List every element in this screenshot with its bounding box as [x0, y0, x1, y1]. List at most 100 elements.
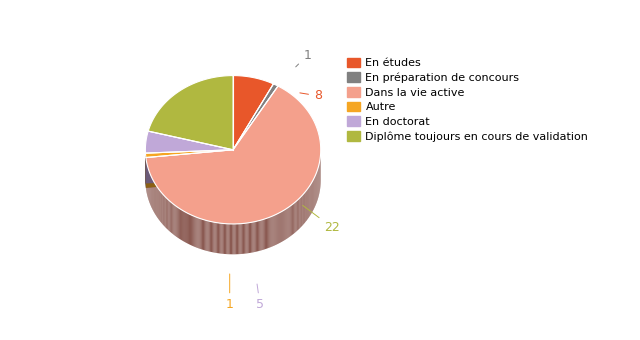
Polygon shape	[226, 224, 227, 254]
Text: 68: 68	[152, 125, 171, 150]
Polygon shape	[173, 204, 175, 235]
Polygon shape	[301, 196, 302, 227]
Polygon shape	[305, 191, 306, 222]
Polygon shape	[193, 216, 194, 246]
Polygon shape	[188, 214, 189, 244]
Polygon shape	[258, 221, 259, 251]
Polygon shape	[184, 211, 185, 242]
Polygon shape	[259, 220, 260, 251]
Polygon shape	[304, 192, 305, 224]
Polygon shape	[180, 209, 181, 240]
Polygon shape	[267, 218, 268, 249]
Polygon shape	[201, 219, 202, 250]
Polygon shape	[187, 213, 188, 244]
Polygon shape	[192, 215, 193, 246]
Polygon shape	[244, 223, 245, 254]
Polygon shape	[162, 193, 163, 224]
Polygon shape	[183, 211, 184, 241]
Polygon shape	[283, 210, 284, 241]
Polygon shape	[178, 208, 179, 239]
Polygon shape	[145, 150, 233, 184]
Polygon shape	[269, 217, 270, 248]
Polygon shape	[270, 217, 271, 247]
Polygon shape	[182, 210, 183, 241]
Polygon shape	[207, 221, 209, 251]
Polygon shape	[237, 224, 238, 254]
Polygon shape	[275, 215, 276, 245]
Polygon shape	[179, 208, 180, 239]
Polygon shape	[243, 223, 244, 254]
Polygon shape	[164, 196, 165, 227]
Polygon shape	[289, 206, 291, 237]
Polygon shape	[279, 212, 280, 243]
Polygon shape	[145, 150, 233, 157]
Polygon shape	[224, 223, 225, 254]
Polygon shape	[242, 223, 243, 254]
Text: 5: 5	[256, 284, 264, 311]
Polygon shape	[203, 219, 204, 250]
Polygon shape	[265, 219, 266, 249]
Polygon shape	[232, 224, 234, 254]
Polygon shape	[218, 223, 219, 253]
Polygon shape	[262, 219, 264, 250]
Text: 22: 22	[303, 205, 340, 234]
Polygon shape	[209, 221, 210, 252]
Polygon shape	[168, 200, 170, 231]
Text: 1: 1	[296, 49, 311, 67]
Polygon shape	[241, 224, 242, 254]
Polygon shape	[264, 219, 265, 250]
Polygon shape	[177, 207, 178, 238]
Polygon shape	[303, 193, 304, 224]
Polygon shape	[163, 194, 164, 226]
Polygon shape	[211, 222, 212, 252]
Polygon shape	[294, 202, 296, 233]
Polygon shape	[278, 213, 279, 244]
Polygon shape	[145, 131, 233, 153]
Polygon shape	[284, 210, 285, 241]
Polygon shape	[293, 203, 294, 234]
Polygon shape	[285, 208, 287, 239]
Polygon shape	[246, 223, 248, 253]
Polygon shape	[292, 204, 293, 235]
Polygon shape	[198, 218, 200, 249]
Polygon shape	[175, 206, 176, 237]
Polygon shape	[248, 223, 249, 253]
Polygon shape	[249, 223, 250, 253]
Polygon shape	[205, 220, 206, 251]
Polygon shape	[202, 219, 203, 250]
Polygon shape	[281, 211, 282, 242]
Polygon shape	[217, 223, 218, 253]
Polygon shape	[238, 224, 239, 254]
Polygon shape	[282, 211, 283, 242]
Polygon shape	[165, 197, 166, 228]
Polygon shape	[200, 218, 201, 249]
Polygon shape	[212, 222, 213, 252]
Polygon shape	[250, 222, 251, 253]
Polygon shape	[166, 198, 167, 229]
Polygon shape	[195, 217, 196, 248]
Polygon shape	[296, 200, 297, 232]
Polygon shape	[227, 224, 228, 254]
Polygon shape	[306, 190, 307, 221]
Polygon shape	[299, 198, 300, 229]
Polygon shape	[234, 224, 235, 254]
Polygon shape	[239, 224, 241, 254]
Polygon shape	[255, 221, 256, 252]
Polygon shape	[159, 190, 160, 221]
Polygon shape	[260, 220, 262, 251]
Polygon shape	[230, 224, 231, 254]
Polygon shape	[252, 222, 253, 253]
Polygon shape	[231, 224, 232, 254]
Polygon shape	[181, 209, 182, 240]
Polygon shape	[194, 216, 195, 247]
Polygon shape	[300, 197, 301, 228]
Polygon shape	[273, 215, 275, 246]
Polygon shape	[236, 224, 237, 254]
Polygon shape	[145, 150, 233, 184]
Polygon shape	[176, 206, 177, 237]
Polygon shape	[271, 216, 273, 247]
Polygon shape	[213, 222, 214, 253]
Polygon shape	[228, 224, 230, 254]
Polygon shape	[223, 223, 224, 254]
Polygon shape	[216, 222, 217, 253]
